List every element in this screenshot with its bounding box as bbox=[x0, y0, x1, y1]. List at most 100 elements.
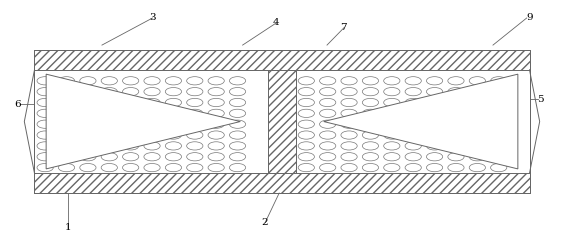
Ellipse shape bbox=[230, 120, 246, 128]
Text: 6: 6 bbox=[14, 100, 21, 109]
Ellipse shape bbox=[208, 88, 224, 96]
Bar bbox=[34, 50, 530, 193]
Ellipse shape bbox=[80, 88, 96, 96]
Ellipse shape bbox=[491, 131, 507, 139]
Ellipse shape bbox=[59, 163, 74, 172]
Ellipse shape bbox=[362, 153, 378, 161]
Ellipse shape bbox=[469, 153, 486, 161]
Ellipse shape bbox=[426, 120, 443, 128]
Ellipse shape bbox=[208, 109, 224, 118]
Ellipse shape bbox=[448, 163, 464, 172]
Ellipse shape bbox=[491, 98, 507, 107]
Text: 3: 3 bbox=[149, 13, 156, 23]
Ellipse shape bbox=[37, 120, 53, 128]
Ellipse shape bbox=[59, 77, 74, 85]
Ellipse shape bbox=[101, 142, 117, 150]
Ellipse shape bbox=[122, 120, 139, 128]
Ellipse shape bbox=[80, 98, 96, 107]
Ellipse shape bbox=[165, 142, 182, 150]
Ellipse shape bbox=[341, 120, 357, 128]
Ellipse shape bbox=[187, 88, 203, 96]
Ellipse shape bbox=[320, 109, 336, 118]
Ellipse shape bbox=[298, 120, 314, 128]
Ellipse shape bbox=[59, 142, 74, 150]
Ellipse shape bbox=[341, 77, 357, 85]
Ellipse shape bbox=[101, 163, 117, 172]
Ellipse shape bbox=[426, 77, 443, 85]
Ellipse shape bbox=[208, 120, 224, 128]
Ellipse shape bbox=[37, 77, 53, 85]
Ellipse shape bbox=[122, 131, 139, 139]
Ellipse shape bbox=[37, 109, 53, 118]
Ellipse shape bbox=[320, 131, 336, 139]
Ellipse shape bbox=[405, 120, 421, 128]
Ellipse shape bbox=[491, 120, 507, 128]
Ellipse shape bbox=[469, 120, 486, 128]
Ellipse shape bbox=[165, 131, 182, 139]
Bar bbox=[34, 70, 268, 173]
Ellipse shape bbox=[362, 131, 378, 139]
Ellipse shape bbox=[187, 142, 203, 150]
Ellipse shape bbox=[384, 131, 400, 139]
Ellipse shape bbox=[320, 163, 336, 172]
Ellipse shape bbox=[165, 163, 182, 172]
Ellipse shape bbox=[341, 131, 357, 139]
Ellipse shape bbox=[491, 77, 507, 85]
Ellipse shape bbox=[230, 163, 246, 172]
Ellipse shape bbox=[384, 77, 400, 85]
Ellipse shape bbox=[230, 142, 246, 150]
Ellipse shape bbox=[448, 142, 464, 150]
Ellipse shape bbox=[448, 88, 464, 96]
Ellipse shape bbox=[208, 77, 224, 85]
Polygon shape bbox=[46, 74, 240, 169]
Text: 1: 1 bbox=[65, 223, 72, 232]
Ellipse shape bbox=[448, 98, 464, 107]
Text: 5: 5 bbox=[537, 95, 544, 104]
Ellipse shape bbox=[426, 88, 443, 96]
Ellipse shape bbox=[208, 131, 224, 139]
Ellipse shape bbox=[426, 109, 443, 118]
Bar bbox=[268, 70, 296, 173]
Ellipse shape bbox=[362, 98, 378, 107]
Ellipse shape bbox=[341, 88, 357, 96]
Ellipse shape bbox=[298, 109, 314, 118]
Ellipse shape bbox=[230, 77, 246, 85]
Ellipse shape bbox=[37, 131, 53, 139]
Ellipse shape bbox=[59, 109, 74, 118]
Ellipse shape bbox=[298, 163, 314, 172]
Ellipse shape bbox=[37, 163, 53, 172]
Ellipse shape bbox=[208, 142, 224, 150]
Ellipse shape bbox=[405, 163, 421, 172]
Ellipse shape bbox=[298, 98, 314, 107]
Ellipse shape bbox=[448, 77, 464, 85]
Ellipse shape bbox=[491, 163, 507, 172]
Ellipse shape bbox=[320, 142, 336, 150]
Ellipse shape bbox=[230, 153, 246, 161]
Ellipse shape bbox=[405, 98, 421, 107]
Bar bbox=[34, 173, 530, 193]
Ellipse shape bbox=[384, 142, 400, 150]
Ellipse shape bbox=[491, 142, 507, 150]
Ellipse shape bbox=[469, 77, 486, 85]
Ellipse shape bbox=[122, 142, 139, 150]
Ellipse shape bbox=[405, 142, 421, 150]
Ellipse shape bbox=[144, 120, 160, 128]
Bar bbox=[34, 50, 530, 70]
Ellipse shape bbox=[448, 109, 464, 118]
Ellipse shape bbox=[37, 142, 53, 150]
Ellipse shape bbox=[144, 163, 160, 172]
Text: 9: 9 bbox=[526, 13, 533, 23]
Ellipse shape bbox=[165, 88, 182, 96]
Ellipse shape bbox=[80, 109, 96, 118]
Ellipse shape bbox=[144, 153, 160, 161]
Ellipse shape bbox=[101, 120, 117, 128]
Ellipse shape bbox=[144, 77, 160, 85]
Ellipse shape bbox=[362, 109, 378, 118]
Ellipse shape bbox=[320, 98, 336, 107]
Ellipse shape bbox=[59, 120, 74, 128]
Ellipse shape bbox=[405, 131, 421, 139]
Ellipse shape bbox=[187, 98, 203, 107]
Ellipse shape bbox=[165, 98, 182, 107]
Ellipse shape bbox=[362, 142, 378, 150]
Ellipse shape bbox=[208, 163, 224, 172]
